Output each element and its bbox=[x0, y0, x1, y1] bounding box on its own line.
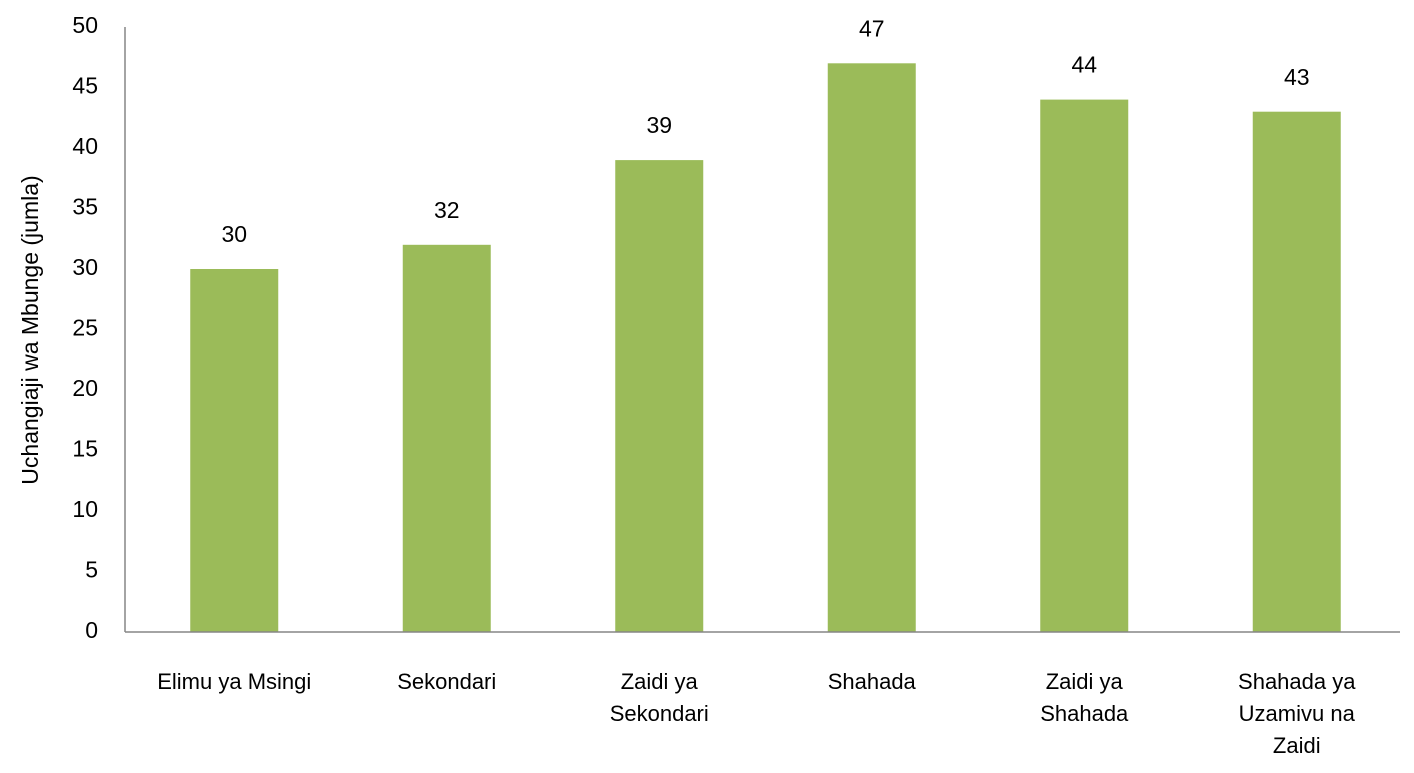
y-tick-label: 45 bbox=[72, 73, 98, 99]
bar bbox=[615, 160, 704, 632]
y-tick-label: 10 bbox=[72, 496, 98, 522]
x-tick-label: Sekondari bbox=[397, 669, 497, 694]
bar bbox=[1252, 111, 1341, 632]
y-tick-label: 50 bbox=[72, 12, 98, 38]
bar bbox=[1040, 99, 1129, 633]
y-tick-label: 30 bbox=[72, 254, 98, 280]
y-tick-label: 0 bbox=[85, 617, 98, 643]
value-label: 39 bbox=[646, 112, 672, 138]
bar bbox=[827, 63, 916, 633]
y-tick-label: 20 bbox=[72, 375, 98, 401]
value-label: 32 bbox=[434, 197, 460, 223]
value-label: 43 bbox=[1284, 64, 1310, 90]
y-axis-title: Uchangiaji wa Mbunge (jumla) bbox=[17, 175, 43, 484]
x-tick-label: Elimu ya Msingi bbox=[157, 669, 312, 694]
x-tick-label: Zaidi ya Shahada bbox=[1040, 669, 1129, 726]
x-tick-label: Shahada ya Uzamivu na Zaidi bbox=[1238, 669, 1356, 758]
y-tick-label: 25 bbox=[72, 315, 98, 341]
bar bbox=[190, 269, 279, 632]
value-label: 30 bbox=[221, 221, 247, 247]
y-tick-label: 35 bbox=[72, 194, 98, 220]
x-tick-label: Shahada bbox=[827, 669, 916, 694]
y-tick-label: 5 bbox=[85, 557, 98, 583]
y-tick-label: 15 bbox=[72, 436, 98, 462]
bar bbox=[402, 244, 491, 633]
x-tick-label: Zaidi ya Sekondari bbox=[609, 669, 709, 726]
y-tick-label: 40 bbox=[72, 133, 98, 159]
value-label: 47 bbox=[859, 15, 885, 41]
value-label: 44 bbox=[1071, 52, 1097, 78]
